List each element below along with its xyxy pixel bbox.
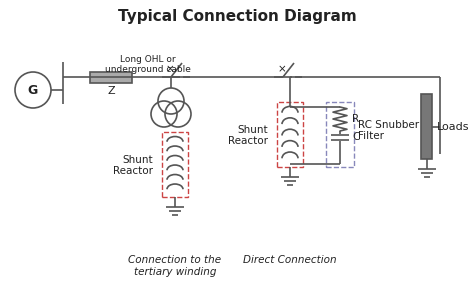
Text: Shunt
Reactor: Shunt Reactor: [228, 125, 268, 146]
Text: Shunt
Reactor: Shunt Reactor: [113, 155, 153, 176]
Text: Loads: Loads: [437, 121, 469, 132]
Bar: [277, 102, 303, 167]
Text: RC Snubber
Filter: RC Snubber Filter: [358, 120, 419, 141]
Text: G: G: [28, 83, 38, 97]
Text: Z: Z: [107, 86, 115, 95]
Text: Connection to the
tertiary winding: Connection to the tertiary winding: [128, 255, 221, 277]
Text: R: R: [352, 114, 359, 124]
Text: ×: ×: [278, 64, 286, 74]
Bar: [421, 94, 432, 159]
Text: Direct Connection: Direct Connection: [243, 255, 337, 265]
Text: C: C: [352, 132, 359, 143]
Bar: [326, 102, 354, 167]
Text: Long OHL or
underground cable: Long OHL or underground cable: [105, 55, 191, 74]
Text: Typical Connection Diagram: Typical Connection Diagram: [118, 9, 356, 24]
Text: ×: ×: [165, 64, 174, 74]
Bar: [90, 71, 132, 83]
Bar: [162, 132, 188, 197]
